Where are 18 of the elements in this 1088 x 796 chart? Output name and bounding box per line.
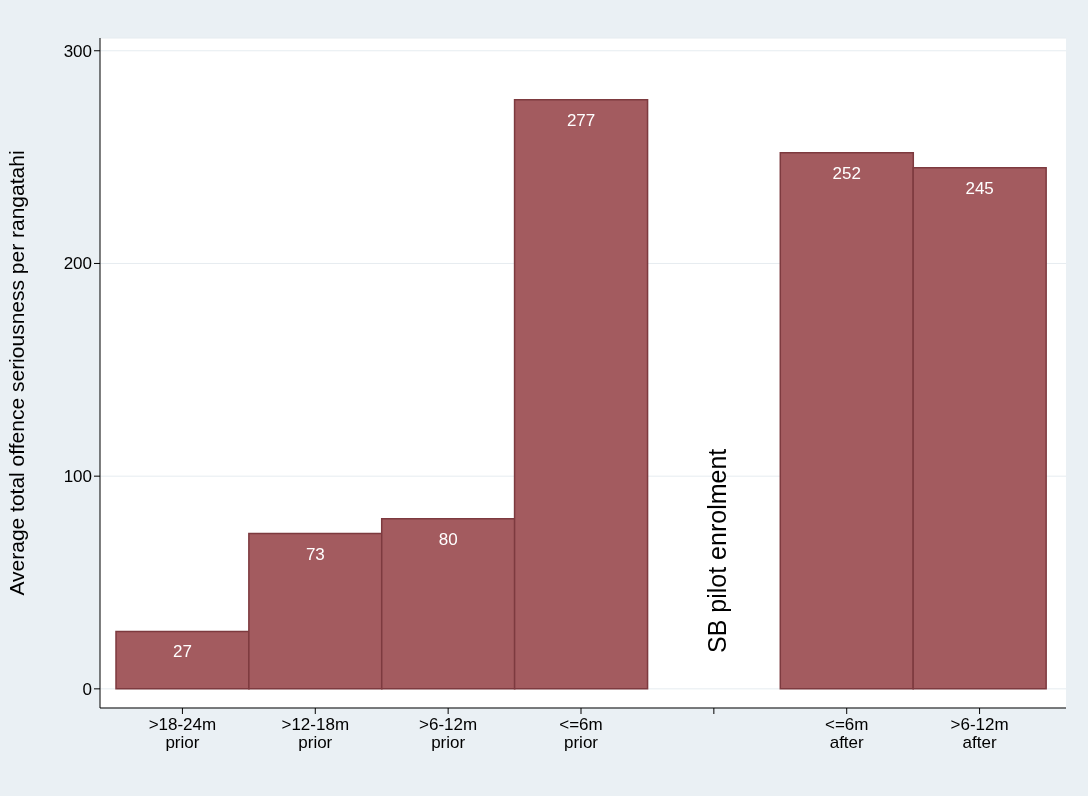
data-label: 73 <box>305 544 325 564</box>
y-tick-label: 0 <box>82 679 92 699</box>
data-label: 27 <box>173 642 192 662</box>
x-tick-label: >6-12m after <box>950 715 1009 752</box>
x-tick-label: >6-12m prior <box>419 715 478 752</box>
y-axis-title: Average total offence seriousness per rangatahi <box>5 150 29 596</box>
data-label: 252 <box>832 163 861 183</box>
x-tick-label: >12-18m prior <box>281 715 350 752</box>
annotation: SB pilot enrolment <box>702 448 731 653</box>
y-tick-label: 200 <box>63 254 92 274</box>
y-tick-label: 100 <box>63 467 92 487</box>
data-label: 80 <box>438 529 458 549</box>
x-tick-label: >18-24m prior <box>148 715 217 752</box>
x-tick-label: <=6m after <box>824 715 869 752</box>
x-tick-label: <=6m prior <box>559 715 603 752</box>
data-label: 277 <box>566 110 596 130</box>
data-label: 245 <box>965 178 994 198</box>
y-tick-label: 300 <box>63 41 92 61</box>
